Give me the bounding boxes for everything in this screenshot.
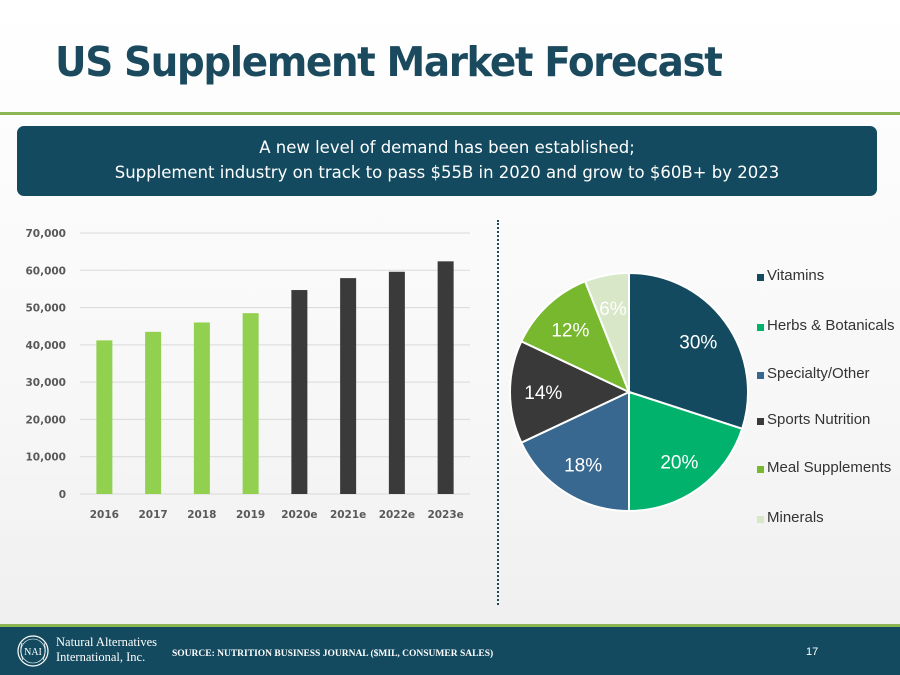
title-divider: [0, 112, 900, 115]
company-logo-icon: NAI: [17, 635, 49, 667]
y-tick-label: 70,000: [25, 228, 66, 240]
pie-data-label: 14%: [524, 383, 562, 404]
pie-data-label: 20%: [660, 452, 698, 473]
banner-line-1: A new level of demand has been establish…: [259, 138, 635, 157]
x-tick-label: 2022e: [379, 509, 415, 521]
legend-label: Minerals: [767, 509, 824, 526]
x-tick-label: 2020e: [281, 509, 317, 521]
y-tick-label: 30,000: [25, 377, 66, 389]
bar-2018: [193, 322, 210, 494]
company-name: Natural Alternatives International, Inc.: [56, 635, 157, 665]
banner-line-2: Supplement industry on track to pass $55…: [114, 163, 780, 182]
bar-2019: [242, 313, 259, 494]
legend-label: Meal Supplements: [767, 459, 892, 476]
pie-data-label: 30%: [679, 333, 717, 354]
x-tick-label: 2018: [187, 509, 216, 521]
y-tick-label: 50,000: [25, 303, 66, 315]
market-size-bar-chart: 0 10,000 20,000 30,000 40,000 50,000 60,000 70,…: [25, 228, 470, 521]
company-name-line-2: International, Inc.: [56, 650, 146, 664]
pie-slice-minerals: [583, 271, 630, 393]
pie-data-label: 18%: [564, 455, 602, 476]
x-tick-label: 2016: [90, 509, 119, 521]
bar-2020e: [291, 290, 308, 494]
bar-2022e: [388, 271, 405, 494]
pie-slice-specialty-other: [519, 390, 630, 513]
pie-data-label: 6%: [599, 299, 627, 320]
logo-text: NAI: [24, 647, 42, 658]
legend-label: Specialty/Other: [767, 365, 870, 382]
page-title: US Supplement Market Forecast: [55, 38, 723, 86]
footer-bar: [0, 627, 900, 675]
legend-label: Vitamins: [767, 267, 825, 284]
legend-swatch: [757, 466, 764, 473]
x-tick-label: 2023e: [427, 509, 463, 521]
legend-label: Sports Nutrition: [767, 411, 871, 428]
legend-swatch: [757, 324, 764, 331]
pie-slice-herbs-botanicals: [628, 390, 744, 513]
pie-slice-meal-supplements: [519, 280, 631, 394]
x-tick-label: 2017: [139, 509, 168, 521]
company-name-line-1: Natural Alternatives: [56, 635, 158, 649]
pie-slice-vitamins: [628, 271, 749, 431]
source-note: SOURCE: NUTRITION BUSINESS JOURNAL ($MIL…: [172, 649, 494, 659]
bar-2021e: [340, 278, 357, 494]
legend-swatch: [757, 372, 764, 379]
bar-2017: [145, 331, 162, 494]
category-share-pie-chart: 30% 20% 18% 14% 12% 6%: [509, 271, 749, 513]
bar-2023e: [437, 261, 454, 494]
y-tick-label: 0: [59, 489, 66, 501]
y-tick-label: 20,000: [25, 414, 66, 426]
legend-swatch: [757, 516, 764, 523]
footer-divider: [0, 624, 900, 627]
y-tick-label: 60,000: [25, 265, 66, 277]
page-number: 17: [806, 646, 819, 658]
legend-swatch: [757, 418, 764, 425]
x-tick-label: 2021e: [330, 509, 366, 521]
summary-banner: A new level of demand has been establish…: [17, 126, 877, 196]
pie-data-label: 12%: [551, 321, 589, 342]
y-tick-label: 40,000: [25, 340, 66, 352]
y-tick-label: 10,000: [25, 452, 66, 464]
x-tick-label: 2019: [236, 509, 265, 521]
chart-divider: [497, 220, 499, 605]
pie-slice-sports-nutrition: [509, 340, 632, 444]
legend-swatch: [757, 274, 764, 281]
legend-label: Herbs & Botanicals: [767, 317, 895, 334]
bar-2016: [96, 340, 113, 494]
